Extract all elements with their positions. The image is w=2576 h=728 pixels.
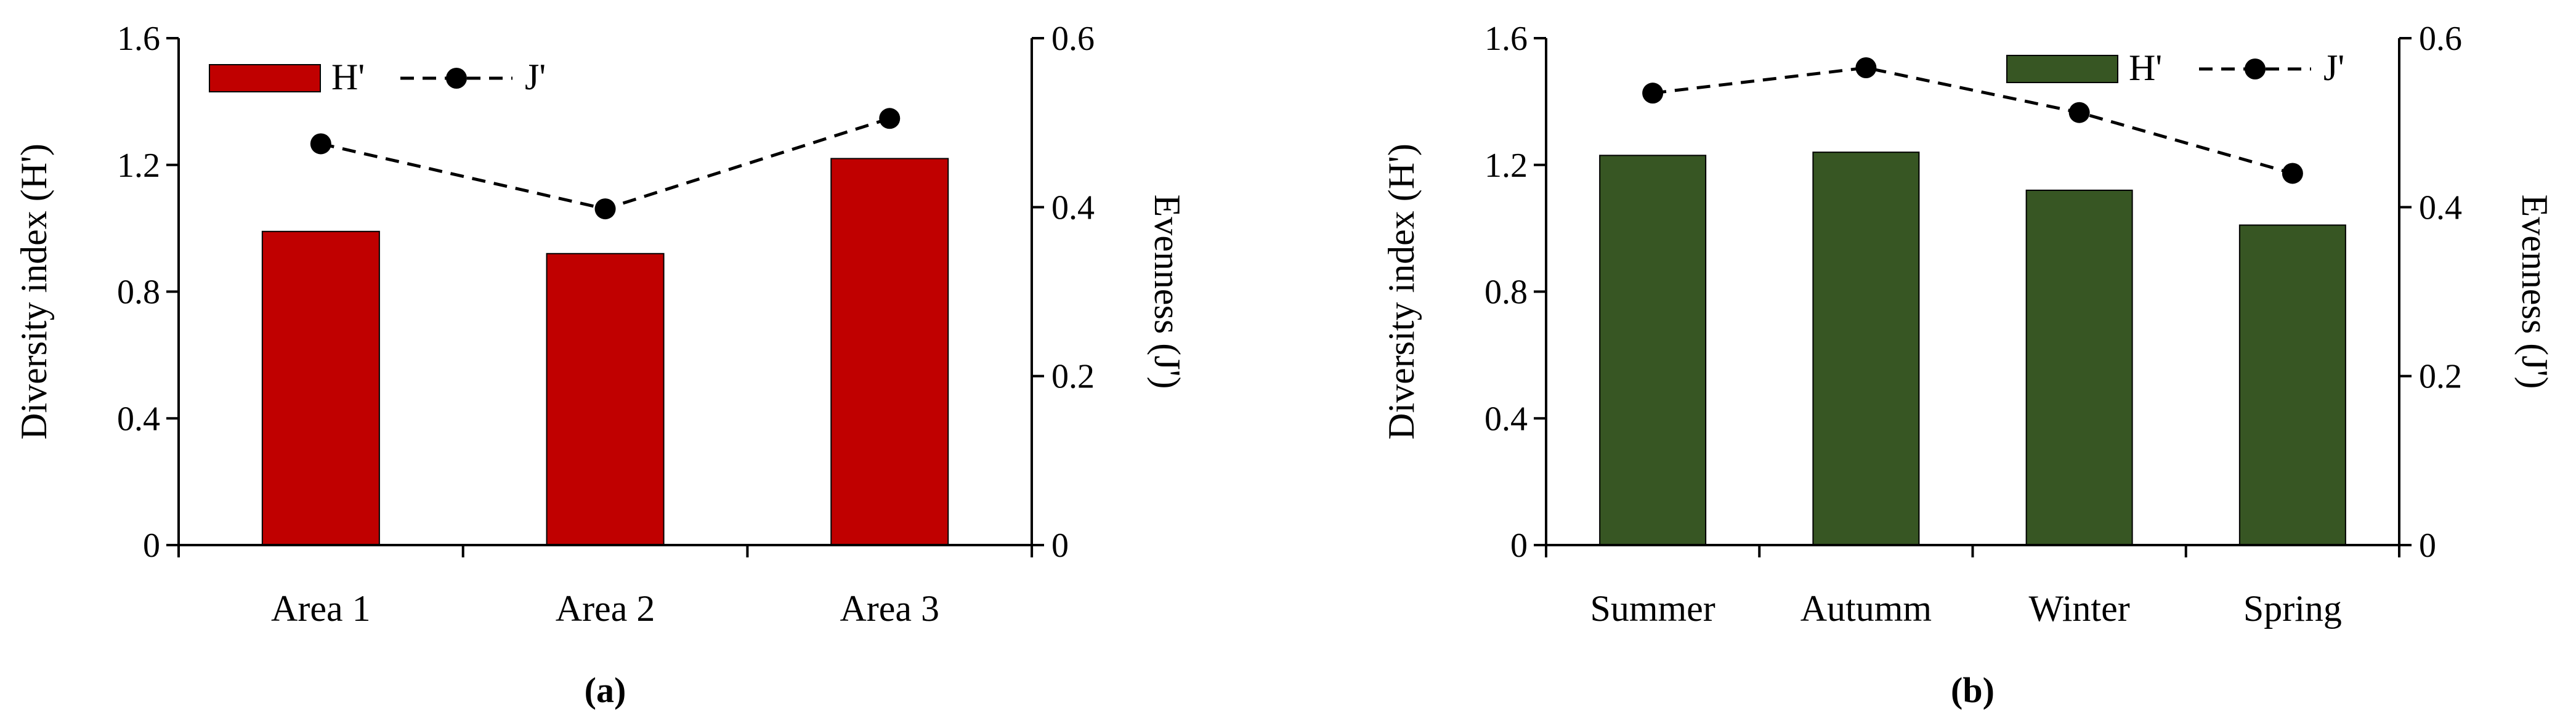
left-tick-label: 1.2 — [117, 147, 160, 185]
legend-swatch-bar — [209, 64, 321, 92]
bar-3 — [830, 158, 949, 546]
right-tick-label: 0 — [1051, 527, 1069, 565]
y-axis-title: Diversity index (H') — [14, 144, 54, 440]
panel-label: (a) — [585, 670, 626, 710]
evenness-point-3 — [879, 108, 901, 129]
evenness-line — [320, 116, 891, 211]
evenness-point-2 — [1855, 57, 1877, 79]
left-tick-label: 0 — [143, 527, 160, 565]
y2-axis-title: Evenness (J') — [1147, 195, 1188, 389]
evenness-point-3 — [2068, 102, 2090, 123]
x-tick-label: Area 3 — [840, 588, 939, 629]
panel-b: 0 0.4 0.8 1.2 1.6 0 0.2 0.4 0.6 Summer Autumm Winte… — [1381, 20, 2555, 710]
left-tick-label: 0.8 — [1484, 273, 1528, 312]
legend-label-bar: H' — [331, 57, 365, 97]
legend-swatch-marker — [446, 68, 467, 89]
left-tick-label: 0.4 — [1484, 400, 1528, 438]
x-tick-label: Area 2 — [556, 588, 655, 629]
y-axis-title: Diversity index (H') — [1381, 144, 1422, 440]
right-tick-label: 0.2 — [2419, 358, 2462, 396]
bar-3 — [2025, 189, 2133, 546]
y2-axis-title: Evenness (J') — [2514, 195, 2555, 389]
legend-swatch-marker — [2245, 59, 2266, 79]
right-tick-label: 0.6 — [1051, 20, 1095, 58]
left-tick-label: 0.8 — [117, 273, 160, 312]
right-tick-label: 0.6 — [2419, 20, 2462, 58]
evenness-point-2 — [594, 198, 616, 220]
left-tick-label: 0.4 — [117, 400, 160, 438]
evenness-line — [1652, 66, 2293, 175]
left-tick-label: 1.2 — [1484, 147, 1528, 185]
bar-2 — [546, 253, 665, 546]
panel-a: 0 0.4 0.8 1.2 1.6 0 0.2 0.4 0.6 Area 1 Area 2 Area … — [14, 20, 1188, 710]
x-tick-label: Spring — [2243, 588, 2342, 629]
right-tick-label: 0.4 — [2419, 188, 2462, 227]
bar-1 — [1599, 155, 1707, 546]
left-tick-label: 1.6 — [1484, 20, 1528, 58]
bar-1 — [261, 230, 380, 546]
evenness-point-1 — [1642, 83, 1664, 104]
legend-label-line: J' — [2323, 47, 2344, 88]
panel-label: (b) — [1951, 670, 1995, 710]
legend-swatch-bar — [2006, 55, 2118, 83]
left-tick-label: 1.6 — [117, 20, 160, 58]
right-tick-label: 0.4 — [1051, 188, 1095, 227]
legend-label-line: J' — [525, 57, 546, 97]
x-tick-label: Autumm — [1800, 588, 1932, 629]
bar-2 — [1812, 152, 1920, 546]
x-tick-label: Winter — [2029, 588, 2130, 629]
x-tick-label: Summer — [1590, 588, 1715, 629]
left-tick-label: 0 — [1510, 527, 1528, 565]
legend-label-bar: H' — [2129, 47, 2162, 88]
bar-4 — [2238, 224, 2346, 546]
evenness-point-4 — [2282, 163, 2303, 184]
right-tick-label: 0 — [2419, 527, 2436, 565]
evenness-point-1 — [310, 133, 331, 155]
right-tick-label: 0.2 — [1051, 358, 1095, 396]
x-tick-label: Area 1 — [271, 588, 371, 629]
